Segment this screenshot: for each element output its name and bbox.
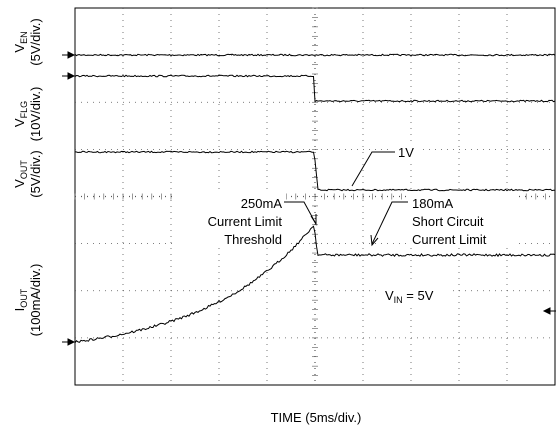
label-main: V xyxy=(385,288,394,303)
vin-annotation: VIN = 5V xyxy=(385,288,434,305)
vflg-marker xyxy=(62,72,76,80)
label-main: V xyxy=(12,179,27,188)
leader xyxy=(284,201,317,225)
leader xyxy=(371,201,408,245)
iout-marker xyxy=(62,338,76,346)
label-main: V xyxy=(12,44,27,53)
trace xyxy=(74,74,556,103)
label-sub: OUT xyxy=(19,288,29,308)
trace xyxy=(74,53,556,57)
label-bg xyxy=(176,192,286,246)
label-sub: OUT xyxy=(19,160,29,180)
ven-label: VEN xyxy=(12,31,29,52)
iout-label: IOUT xyxy=(12,288,29,311)
annotation: 180mA xyxy=(412,196,454,211)
vout-label: VOUT xyxy=(12,160,29,188)
vout-scale: (5V/div.) xyxy=(28,150,43,197)
label-main: V xyxy=(12,118,27,127)
label-bg xyxy=(380,284,450,306)
leader-head xyxy=(310,214,317,226)
leader xyxy=(351,151,395,187)
x-axis-label: TIME (5ms/div.) xyxy=(271,410,362,425)
label-sub: FLG xyxy=(19,101,29,119)
label-bg xyxy=(392,144,420,160)
annotation: 1V xyxy=(398,145,414,160)
label-bg xyxy=(408,192,518,246)
trigger-marker xyxy=(542,307,556,315)
ven-scale: (5V/div.) xyxy=(28,18,43,65)
label-main: I xyxy=(12,308,27,312)
annotation: Short Circuit xyxy=(412,214,484,229)
annotation: Current Limit xyxy=(208,214,283,229)
traces xyxy=(74,53,556,344)
leader-head xyxy=(370,234,379,247)
vflg-scale: (10V/div.) xyxy=(28,87,43,142)
trace xyxy=(74,150,556,192)
annotation: Threshold xyxy=(224,232,282,247)
label-sub: EN xyxy=(19,31,29,44)
trace xyxy=(74,225,556,344)
label-sub: IN xyxy=(394,295,403,305)
label-rest: = 5V xyxy=(403,288,434,303)
annotation: Current Limit xyxy=(412,232,487,247)
vflg-label: VFLG xyxy=(12,101,29,127)
ven-marker xyxy=(62,51,76,59)
iout-scale: (100mA/div.) xyxy=(28,264,43,337)
annotation: 250mA xyxy=(241,196,283,211)
